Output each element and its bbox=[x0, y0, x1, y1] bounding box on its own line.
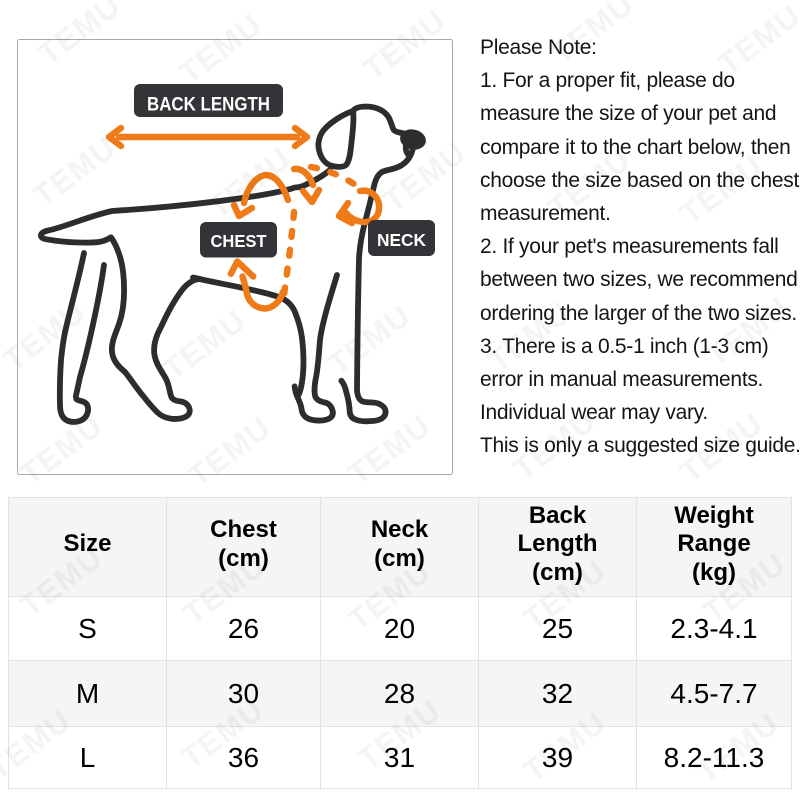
svg-text:BACK LENGTH: BACK LENGTH bbox=[147, 95, 270, 116]
svg-text:CHEST: CHEST bbox=[211, 231, 267, 251]
svg-text:NECK: NECK bbox=[377, 230, 426, 250]
